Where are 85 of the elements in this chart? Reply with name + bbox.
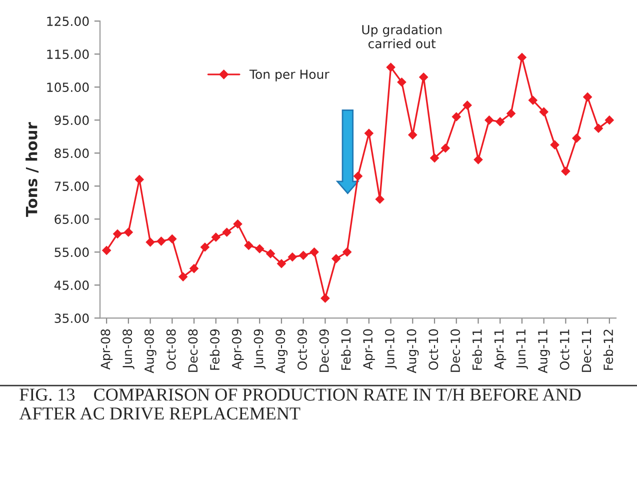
- point: [397, 78, 406, 87]
- x-tick-label: Jun-11: [516, 330, 528, 370]
- point: [518, 52, 526, 62]
- y-axis-title: Tons / hour: [26, 122, 39, 217]
- point: [408, 130, 418, 140]
- x-tick-label: Dec-09: [319, 329, 329, 372]
- point: [539, 107, 548, 116]
- x-tick-label: Oct-08: [166, 329, 176, 370]
- point: [168, 234, 177, 244]
- point: [102, 246, 112, 255]
- x-tick-label: Feb-09: [210, 329, 220, 370]
- point: [310, 248, 319, 257]
- point: [419, 72, 428, 82]
- x-tick-label: Dec-08: [188, 329, 198, 372]
- x-tick-label: Apr-09: [232, 329, 244, 370]
- x-tick-label: Apr-10: [363, 329, 375, 370]
- point: [452, 112, 461, 122]
- x-tick-label: Aug-08: [144, 329, 156, 374]
- point: [222, 228, 232, 237]
- x-tick-label: Oct-10: [428, 329, 438, 370]
- x-tick-label: Jun-09: [254, 329, 266, 370]
- point: [604, 116, 614, 125]
- x-tick-label: Apr-11: [494, 330, 506, 370]
- point: [233, 220, 242, 228]
- point: [462, 100, 472, 110]
- x-tick-label: Jun-08: [122, 329, 134, 370]
- point: [146, 238, 155, 247]
- point: [375, 194, 384, 204]
- point: [342, 248, 352, 257]
- point: [211, 232, 220, 242]
- point: [200, 242, 210, 252]
- point: [266, 249, 275, 258]
- y-tick-label: 55.00: [54, 248, 89, 257]
- x-tick-label: Feb-12: [603, 330, 614, 370]
- point: [298, 250, 308, 260]
- y-tick-label: 35.00: [54, 314, 89, 323]
- x-tick-label: Apr-08: [100, 329, 113, 370]
- point: [583, 92, 592, 102]
- point: [178, 272, 188, 282]
- point: [288, 252, 297, 262]
- point: [113, 229, 122, 238]
- legend-label: Ton per Hour: [249, 70, 330, 82]
- x-tick-label: Aug-11: [538, 330, 550, 374]
- point: [550, 140, 560, 150]
- caption: FIG. 13 COMPARISON OF PRODUCTION RATE IN T/H BEFORE AND AFTER AC DRIVE REPLACEMENT: [19, 388, 581, 420]
- point: [430, 154, 439, 162]
- point: [244, 241, 254, 250]
- point: [156, 236, 166, 246]
- y-tick-label: 115.00: [47, 50, 89, 59]
- x-tick-label: Jun-10: [384, 329, 397, 370]
- y-tick-label: 125.00: [47, 16, 89, 26]
- point: [528, 96, 538, 105]
- annotation: Up gradation carried out: [362, 24, 442, 48]
- point: [190, 264, 198, 274]
- x-tick-label: Feb-10: [341, 329, 351, 370]
- point: [354, 172, 362, 181]
- point: [484, 116, 494, 125]
- point: [506, 109, 516, 118]
- x-tick-label: Dec-10: [450, 329, 460, 372]
- y-tick-label: 75.00: [54, 182, 89, 191]
- point: [572, 134, 582, 143]
- x-tick-label: Oct-09: [298, 329, 307, 370]
- point: [474, 155, 483, 164]
- y-tick-label: 65.00: [54, 214, 89, 224]
- x-tick-label: Aug-10: [406, 329, 419, 374]
- point: [124, 228, 133, 237]
- y-tick-label: 95.00: [54, 116, 89, 125]
- point: [255, 244, 264, 254]
- point: [332, 254, 341, 264]
- x-tick-label: Feb-11: [472, 330, 482, 370]
- x-tick-label: Aug-09: [276, 329, 288, 374]
- y-tick-label: 85.00: [54, 148, 89, 158]
- y-tick-label: 45.00: [54, 280, 89, 290]
- point: [594, 124, 603, 133]
- point: [364, 128, 374, 138]
- x-tick-label: Dec-11: [582, 330, 592, 372]
- point: [277, 259, 286, 268]
- point: [320, 294, 330, 303]
- point: [134, 175, 144, 184]
- x-tick-label: Oct-11: [560, 330, 570, 370]
- y-tick-label: 105.00: [47, 82, 89, 92]
- point: [496, 117, 505, 126]
- point: [561, 166, 570, 176]
- point: [440, 144, 450, 153]
- point: [386, 62, 396, 72]
